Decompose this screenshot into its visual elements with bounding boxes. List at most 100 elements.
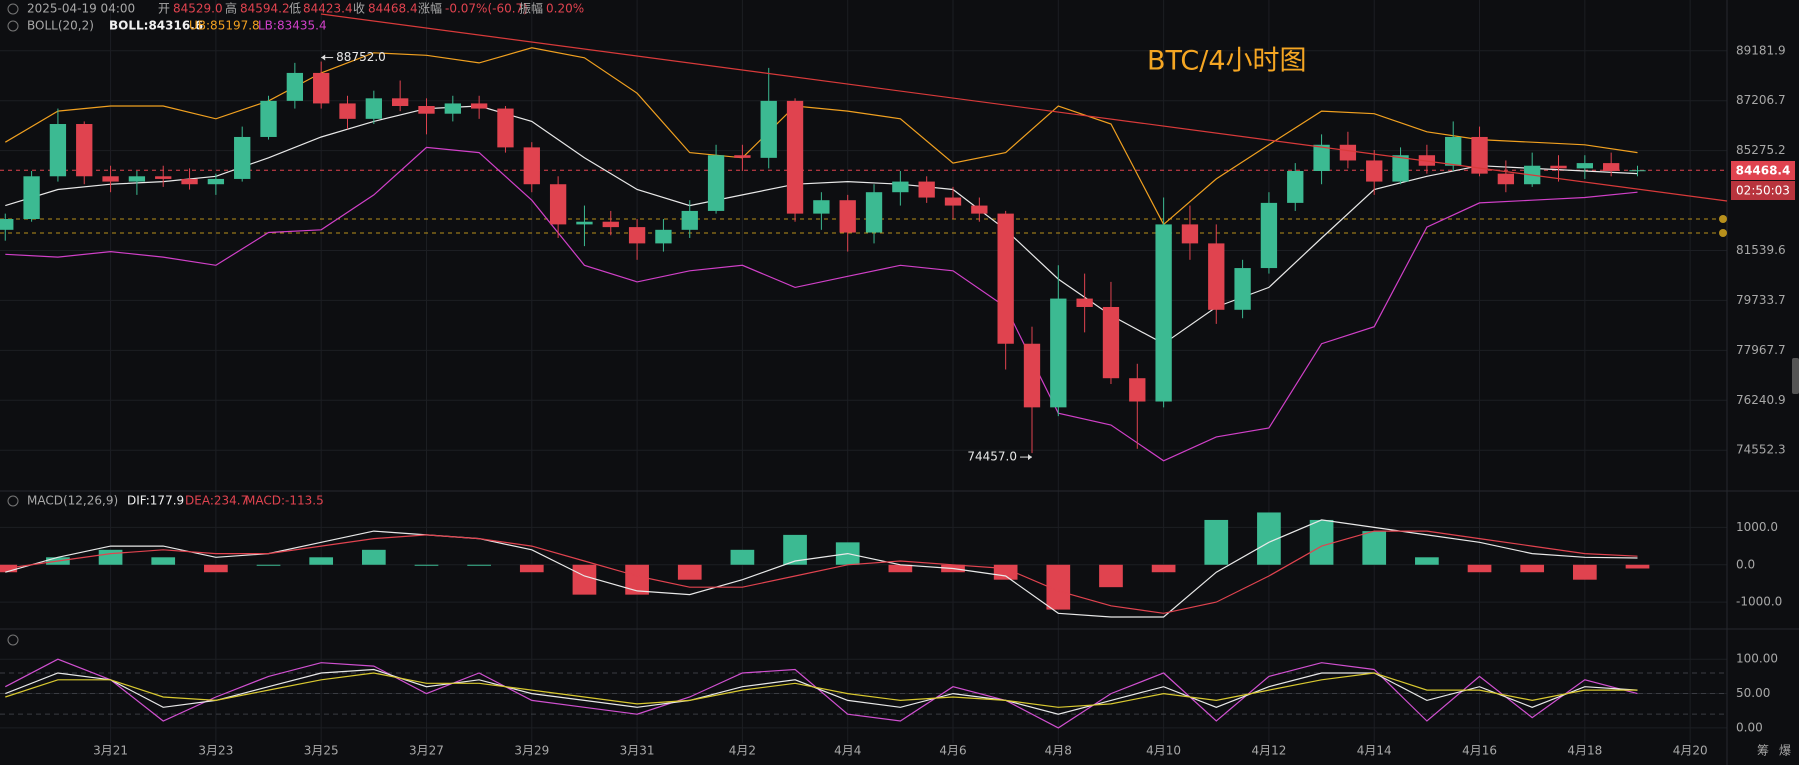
icon[interactable] bbox=[7, 634, 19, 646]
candle-body bbox=[234, 136, 251, 179]
candle-body bbox=[102, 176, 119, 182]
countdown-tag bbox=[1731, 181, 1795, 200]
macd-bar bbox=[1467, 564, 1492, 573]
candle-body bbox=[523, 147, 540, 185]
candle-body bbox=[365, 98, 382, 119]
indicator-line bbox=[5, 530, 1638, 614]
x-tick-label: 4月18 bbox=[1567, 744, 1602, 758]
indicator-line bbox=[5, 105, 1638, 345]
candle-body bbox=[339, 103, 356, 119]
x-tick-label: 4月8 bbox=[1045, 744, 1072, 758]
macd-bar bbox=[625, 564, 649, 595]
x-tick-label: 4月2 bbox=[729, 744, 756, 758]
indicator-name: MACD(12,26,9) bbox=[27, 494, 118, 508]
label: 收 bbox=[353, 2, 365, 16]
y-tick-label: 87206.7 bbox=[1736, 93, 1786, 107]
candle-body bbox=[707, 155, 725, 211]
candle-body bbox=[892, 181, 909, 193]
indicator-line bbox=[5, 658, 1638, 729]
candle-body bbox=[944, 197, 962, 206]
macd-bar bbox=[1099, 564, 1123, 588]
candle-body bbox=[918, 181, 935, 198]
macd-bar bbox=[361, 549, 386, 565]
annotation-label: 74457.0 bbox=[967, 450, 1017, 464]
value: 84529.0 bbox=[173, 2, 223, 16]
candle-body bbox=[49, 124, 67, 177]
label: 涨幅 bbox=[418, 1, 442, 16]
candle-body bbox=[1129, 378, 1146, 402]
y-tick-label: 79733.7 bbox=[1736, 293, 1786, 307]
candle-body bbox=[549, 184, 567, 225]
indicator-line bbox=[5, 146, 1638, 462]
candle-body bbox=[1076, 298, 1093, 307]
candle-body bbox=[470, 103, 488, 109]
x-tick-label: 3月31 bbox=[620, 744, 655, 758]
icon[interactable] bbox=[7, 495, 19, 507]
side-handle[interactable] bbox=[1792, 358, 1799, 394]
candle-body bbox=[23, 176, 40, 220]
macd-bar bbox=[888, 564, 913, 573]
candle-body bbox=[1023, 343, 1041, 408]
y-tick-label: 50.00 bbox=[1736, 686, 1770, 700]
icon bbox=[7, 3, 19, 15]
candle-body bbox=[1497, 173, 1515, 185]
candle-body bbox=[681, 210, 698, 230]
indicator-value: LB:83435.4 bbox=[258, 19, 327, 33]
candle-body bbox=[1234, 268, 1251, 310]
macd-bar bbox=[1257, 512, 1281, 565]
candle-body bbox=[391, 98, 409, 106]
candle-body bbox=[1629, 170, 1646, 172]
x-tick-label: 4月10 bbox=[1146, 744, 1181, 758]
price-tag-text: 84468.4 bbox=[1736, 164, 1791, 178]
x-tick-label: 4月16 bbox=[1462, 744, 1497, 758]
toolbar-button[interactable]: 筹 bbox=[1757, 744, 1769, 758]
candle-body bbox=[1050, 298, 1067, 408]
price-tag bbox=[1731, 161, 1795, 180]
candle-body bbox=[1418, 155, 1436, 166]
macd-bar bbox=[204, 564, 228, 573]
x-tick-label: 3月29 bbox=[514, 744, 549, 758]
value: -0.07%(-60.7) bbox=[445, 2, 528, 16]
candle-body bbox=[1550, 165, 1567, 169]
icon[interactable] bbox=[7, 20, 19, 32]
candle-body bbox=[655, 229, 672, 244]
candle-body bbox=[1392, 155, 1409, 182]
candle-body bbox=[260, 100, 277, 137]
time: 2025-04-19 04:00 bbox=[27, 2, 135, 16]
toolbar-button[interactable]: 爆 bbox=[1779, 744, 1791, 758]
candle-body bbox=[865, 192, 883, 233]
macd-bar bbox=[256, 564, 281, 566]
macd-bar bbox=[519, 564, 544, 573]
y-tick-label: 100.00 bbox=[1736, 652, 1778, 666]
value: 84468.4 bbox=[368, 2, 418, 16]
indicator-line bbox=[4, 47, 1638, 226]
x-tick-label: 4月4 bbox=[834, 744, 861, 758]
y-tick-label: 85275.2 bbox=[1736, 143, 1786, 157]
x-tick-label: 3月25 bbox=[304, 744, 339, 758]
macd-bar bbox=[1572, 564, 1597, 580]
candle-body bbox=[1313, 144, 1330, 172]
candle-body bbox=[128, 176, 146, 182]
macd-bar bbox=[414, 564, 439, 566]
macd-bar bbox=[98, 549, 123, 565]
extreme-annotation: 88752.0 bbox=[321, 50, 386, 64]
x-tick-label: 4月12 bbox=[1251, 744, 1286, 758]
macd-bar bbox=[151, 557, 176, 565]
macd-bar bbox=[783, 534, 807, 565]
candle-body bbox=[997, 213, 1014, 344]
y-tick-label: 76240.9 bbox=[1736, 393, 1786, 407]
plot-area: 89181.9 87206.7 85275.2 81539.6 79733.7 77967… bbox=[0, 43, 1786, 758]
macd-bar bbox=[467, 564, 491, 566]
value: 0.20% bbox=[546, 2, 584, 16]
candle-body bbox=[1287, 171, 1304, 203]
macd-bar bbox=[1415, 557, 1439, 565]
candle-body bbox=[76, 124, 93, 177]
arrow-head bbox=[1027, 454, 1032, 461]
candle-body bbox=[1260, 202, 1278, 269]
candle-body bbox=[1181, 224, 1199, 244]
macd-bar bbox=[1309, 519, 1334, 565]
arrow-head bbox=[321, 54, 326, 61]
